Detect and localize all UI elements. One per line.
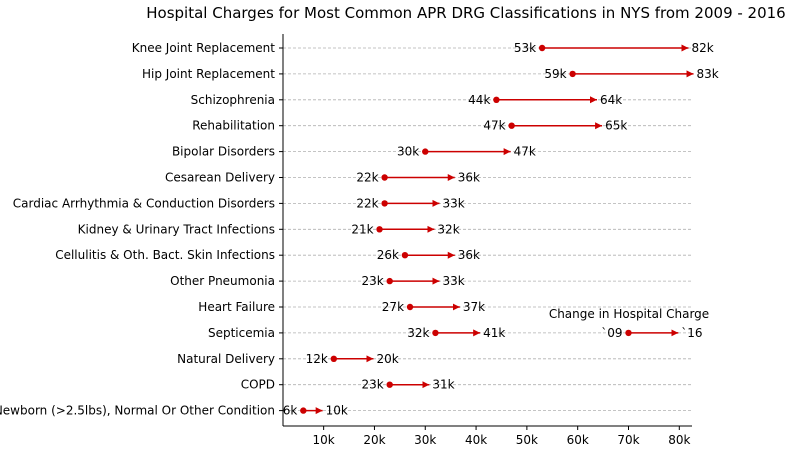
end-value-label: 65k xyxy=(605,119,627,133)
start-point xyxy=(538,44,546,52)
category-label: Other Pneumonia xyxy=(170,274,275,288)
end-value-label: 20k xyxy=(376,352,398,366)
legend-start-point xyxy=(625,329,632,337)
x-tick-label: 60k xyxy=(567,433,589,447)
x-tick-label: 10k xyxy=(313,433,335,447)
category-label: Cesarean Delivery xyxy=(165,171,275,185)
end-value-label: 41k xyxy=(483,326,505,340)
start-point xyxy=(330,355,338,362)
chart-title: Hospital Charges for Most Common APR DRG… xyxy=(146,4,785,22)
category-label: Newborn (>2.5lbs), Normal Or Other Condi… xyxy=(0,404,275,418)
axis-layer: 10k 20k 30k 40k 50k 60k 70k 80k Knee Joint Repla… xyxy=(0,34,692,447)
category-label: Knee Joint Replacement xyxy=(132,41,276,55)
start-value-label: 6k xyxy=(283,404,298,418)
category-label: Heart Failure xyxy=(198,300,275,314)
start-value-label: 27k xyxy=(382,300,404,314)
start-value-label: 53k xyxy=(514,41,536,55)
category-label: COPD xyxy=(241,378,275,392)
marks-layer: 53k 82k 59k 83k 44k 64k 47k 65k 30k 47k 22k 36k 22k 3… xyxy=(283,41,719,418)
end-value-label: 32k xyxy=(437,222,459,236)
end-value-label: 10k xyxy=(326,404,348,418)
start-point xyxy=(376,226,383,233)
category-label: Hip Joint Replacement xyxy=(142,67,275,81)
category-label: Bipolar Disorders xyxy=(172,145,275,159)
end-value-label: 47k xyxy=(514,145,536,159)
start-value-label: 26k xyxy=(377,248,399,262)
start-value-label: 12k xyxy=(306,352,328,366)
start-value-label: 21k xyxy=(351,222,373,236)
x-tick-label: 80k xyxy=(668,433,690,447)
category-label: Septicemia xyxy=(208,326,275,340)
end-value-label: 83k xyxy=(697,67,719,81)
start-point xyxy=(569,70,576,78)
x-tick-label: 40k xyxy=(465,433,487,447)
start-point xyxy=(300,407,307,414)
start-point xyxy=(422,148,429,155)
start-value-label: 47k xyxy=(483,119,505,133)
category-label: Kidney & Urinary Tract Infections xyxy=(78,222,275,236)
end-value-label: 36k xyxy=(458,248,480,262)
start-point xyxy=(493,96,500,104)
category-label: Cardiac Arrhythmia & Conduction Disorder… xyxy=(13,196,275,210)
end-value-label: 33k xyxy=(443,196,465,210)
end-value-label: 36k xyxy=(458,171,480,185)
start-value-label: 23k xyxy=(361,274,383,288)
end-value-label: 82k xyxy=(691,41,713,55)
start-point xyxy=(432,329,439,337)
grid-layer xyxy=(283,47,692,412)
category-label: Rehabilitation xyxy=(192,119,275,133)
start-value-label: 23k xyxy=(361,378,383,392)
start-point xyxy=(401,252,409,259)
legend: Change in Hospital Charge `09 `16 xyxy=(549,307,709,340)
start-value-label: 22k xyxy=(356,171,378,185)
start-point xyxy=(381,200,388,207)
start-point xyxy=(381,174,388,181)
legend-title: Change in Hospital Charge xyxy=(549,307,709,321)
category-label: Schizophrenia xyxy=(191,93,275,107)
legend-start-label: `09 xyxy=(601,326,622,340)
legend-end-label: `16 xyxy=(681,326,702,340)
end-value-label: 64k xyxy=(600,93,622,107)
start-point xyxy=(386,381,393,388)
x-tick-label: 20k xyxy=(363,433,385,447)
start-point xyxy=(508,122,515,129)
start-value-label: 22k xyxy=(356,196,378,210)
start-value-label: 30k xyxy=(397,145,419,159)
x-tick-label: 50k xyxy=(516,433,538,447)
start-point xyxy=(386,277,393,285)
end-value-label: 33k xyxy=(443,274,465,288)
start-value-label: 44k xyxy=(468,93,490,107)
start-point xyxy=(406,303,414,311)
x-tick-label: 70k xyxy=(617,433,639,447)
x-tick-label: 30k xyxy=(414,433,436,447)
category-label: Cellulitis & Oth. Bact. Skin Infections xyxy=(55,248,275,262)
end-value-label: 31k xyxy=(432,378,454,392)
end-value-label: 37k xyxy=(463,300,485,314)
start-value-label: 59k xyxy=(544,67,566,81)
category-label: Natural Delivery xyxy=(177,352,275,366)
start-value-label: 32k xyxy=(407,326,429,340)
